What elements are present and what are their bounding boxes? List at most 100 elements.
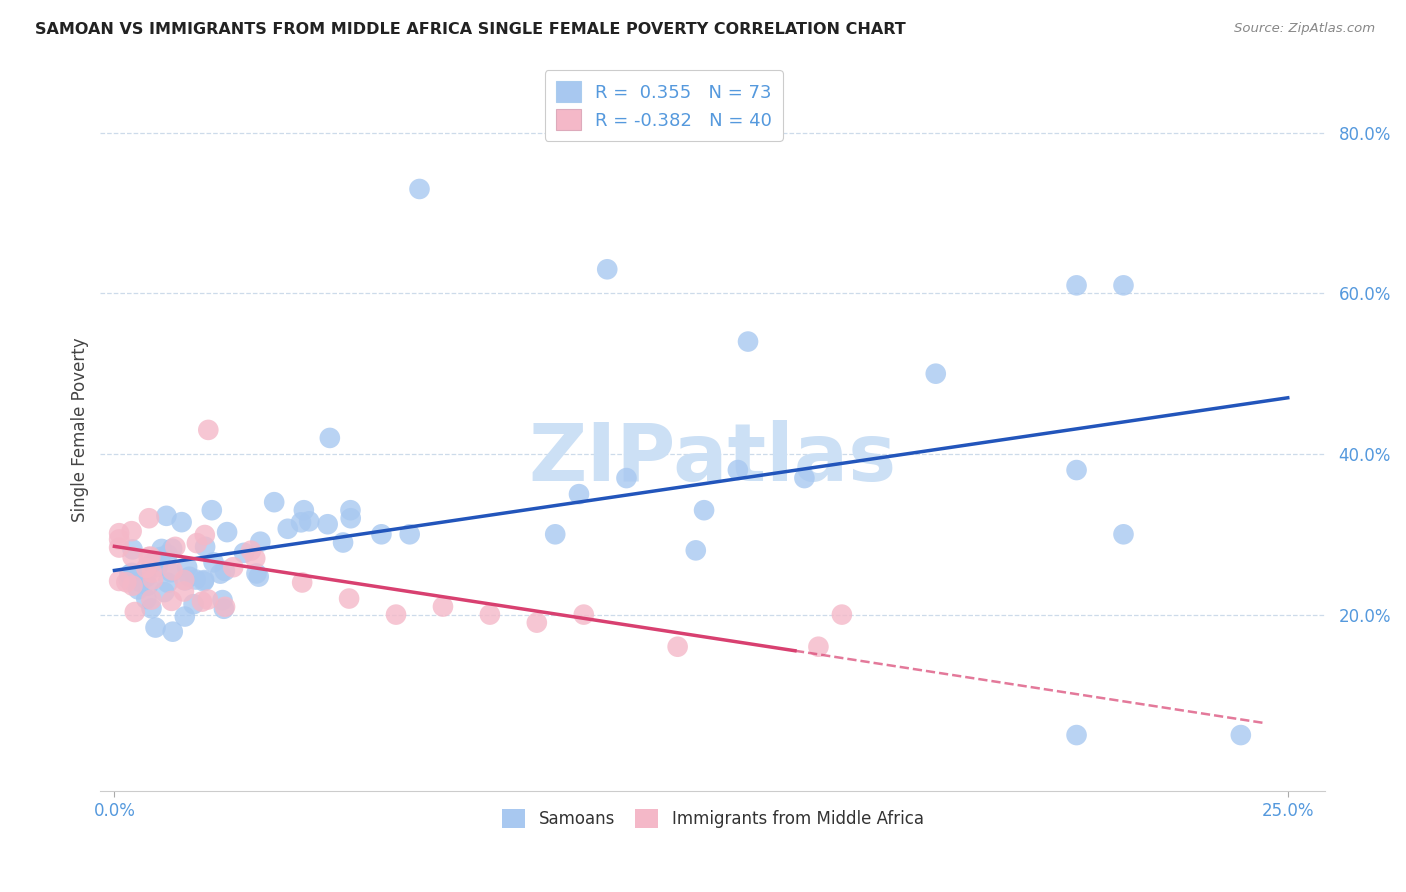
Point [141,601,163,615]
Point [156,547,179,561]
Point [432,599,454,614]
Point [201,503,224,517]
Point [727,463,749,477]
Point [121,566,143,580]
Point [129,575,152,590]
Point [115,575,138,590]
Point [139,549,162,564]
Point [337,591,360,606]
Point [596,262,619,277]
Point [194,528,217,542]
Text: ZIPatlas: ZIPatlas [529,420,897,498]
Point [209,566,232,581]
Point [339,511,361,525]
Point [291,575,314,590]
Point [385,607,408,622]
Point [568,487,591,501]
Point [162,624,184,639]
Point [214,599,236,614]
Point [1066,463,1088,477]
Point [173,573,195,587]
Point [150,541,173,556]
Point [319,431,342,445]
Point [193,573,215,587]
Point [156,575,179,590]
Point [160,541,183,556]
Point [145,553,167,567]
Text: Source: ZipAtlas.com: Source: ZipAtlas.com [1234,22,1375,36]
Point [121,549,143,564]
Point [217,525,239,540]
Point [121,542,143,557]
Point [186,536,208,550]
Point [616,471,638,485]
Point [247,569,270,583]
Point [202,555,225,569]
Point [160,566,183,580]
Point [1112,527,1135,541]
Point [925,367,948,381]
Point [121,524,143,538]
Point [233,546,256,560]
Point [176,560,198,574]
Point [1066,728,1088,742]
Point [793,471,815,485]
Point [214,564,236,578]
Point [316,517,339,532]
Point [478,607,501,622]
Point [136,578,159,592]
Point [1066,278,1088,293]
Point [146,560,169,574]
Point [179,570,201,584]
Point [408,182,430,196]
Point [693,503,716,517]
Point [135,592,157,607]
Point [737,334,759,349]
Point [370,527,392,541]
Point [239,543,262,558]
Point [666,640,689,654]
Point [127,582,149,597]
Point [222,560,245,574]
Point [298,514,321,528]
Point [263,495,285,509]
Point [155,508,177,523]
Point [174,574,197,588]
Point [118,567,141,582]
Point [153,585,176,599]
Point [160,594,183,608]
Point [170,515,193,529]
Point [165,540,187,554]
Point [339,503,361,517]
Point [398,527,420,541]
Point [572,607,595,622]
Point [141,556,163,570]
Point [138,549,160,564]
Point [526,615,548,630]
Legend: Samoans, Immigrants from Middle Africa: Samoans, Immigrants from Middle Africa [495,803,931,835]
Point [1112,278,1135,293]
Point [191,594,214,608]
Point [184,573,207,587]
Point [142,573,165,587]
Point [124,605,146,619]
Point [1230,728,1253,742]
Point [108,541,131,555]
Point [245,566,267,581]
Point [135,561,157,575]
Text: SAMOAN VS IMMIGRANTS FROM MIDDLE AFRICA SINGLE FEMALE POVERTY CORRELATION CHART: SAMOAN VS IMMIGRANTS FROM MIDDLE AFRICA … [35,22,905,37]
Point [173,609,195,624]
Point [145,621,167,635]
Point [332,535,354,549]
Point [183,597,205,611]
Point [149,550,172,565]
Point [193,574,215,589]
Point [108,533,131,547]
Point [138,511,160,525]
Point [197,423,219,437]
Point [212,601,235,615]
Point [245,551,267,566]
Point [544,527,567,541]
Point [141,566,163,580]
Point [197,592,219,607]
